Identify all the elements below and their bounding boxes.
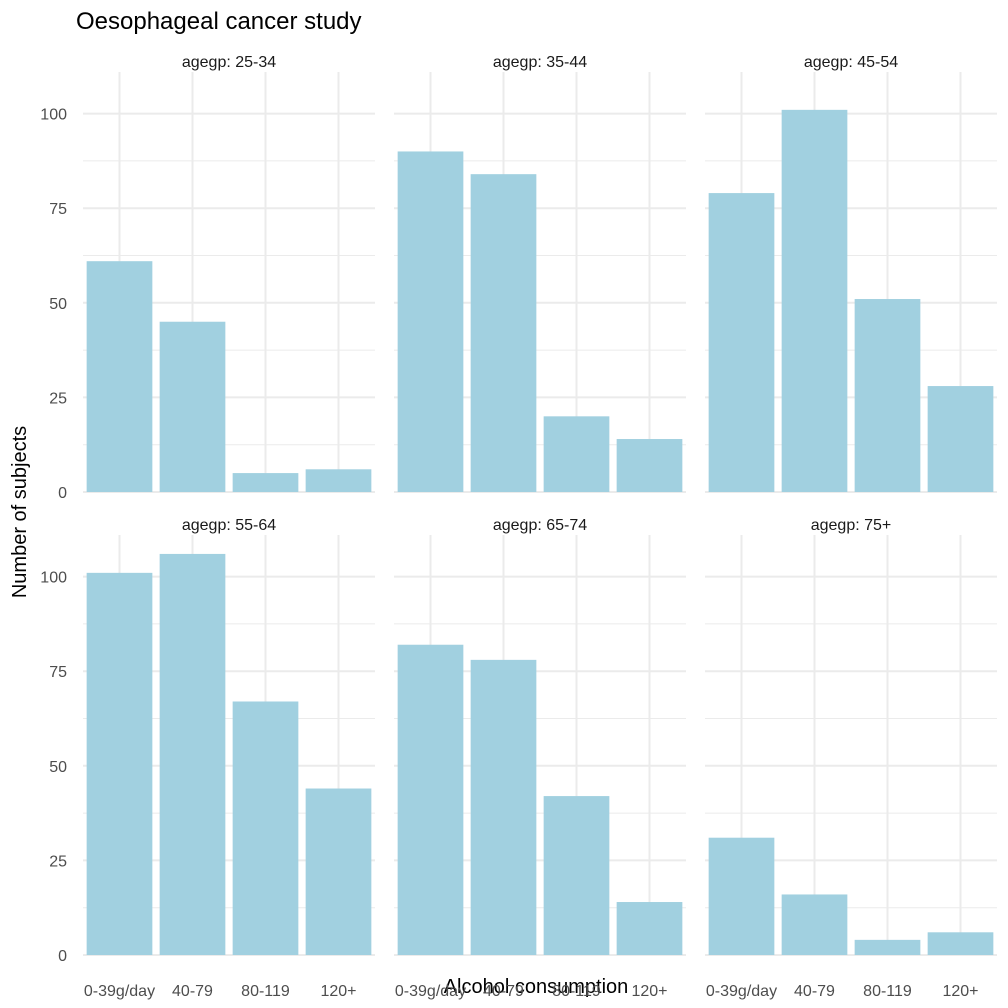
x-axis-title: Alcohol consumption [444, 976, 629, 998]
bar [159, 321, 226, 492]
y-tick-label: 75 [49, 664, 67, 681]
facet-strip-label: agegp: 25-34 [182, 54, 276, 71]
bar [708, 193, 775, 492]
y-tick-label: 25 [49, 853, 67, 870]
x-tick-label: 0-39g/day [395, 983, 466, 1000]
facet-strip-label: agegp: 65-74 [493, 517, 587, 534]
facet-panels: agegp: 25-34 0 25 50 75 100 agegp: 35-44 agegp:… [40, 54, 997, 1000]
facet-strip-label: agegp: 55-64 [182, 517, 276, 534]
y-tick-label: 0 [58, 948, 67, 965]
bar [232, 473, 299, 492]
bar [927, 386, 994, 492]
bar [616, 439, 683, 492]
bar [927, 932, 994, 955]
bar [86, 261, 153, 492]
x-tick-label: 80-119 [863, 983, 912, 1000]
facet-strip-label: agegp: 75+ [811, 517, 892, 534]
x-tick-label: 40-79 [172, 983, 213, 1000]
bar [159, 553, 226, 955]
x-tick-label: 0-39g/day [84, 983, 155, 1000]
x-tick-label: 120+ [942, 983, 978, 1000]
facet-panel: agegp: 35-44 [394, 54, 686, 493]
bar [397, 644, 464, 955]
y-tick-label: 50 [49, 296, 67, 313]
facet-panel: agegp: 75+ 0-39g/day 40-79 80-119 120+ [705, 517, 997, 1000]
bar [781, 894, 848, 955]
x-tick-label: 80-119 [552, 983, 601, 1000]
bar [305, 469, 372, 492]
y-tick-label: 75 [49, 201, 67, 218]
y-tick-label: 0 [58, 485, 67, 502]
bar [397, 151, 464, 492]
facet-strip-label: agegp: 45-54 [804, 54, 898, 71]
y-tick-label: 100 [40, 107, 67, 124]
facet-panel: agegp: 55-64 0 25 50 75 100 0-39g/day 40-79 80-1… [40, 517, 375, 1000]
facet-strip-label: agegp: 35-44 [493, 54, 587, 71]
bar [616, 902, 683, 955]
x-tick-label: 40-79 [794, 983, 835, 1000]
x-tick-label: 120+ [320, 983, 356, 1000]
facet-panel: agegp: 45-54 [705, 54, 997, 493]
y-tick-label: 50 [49, 759, 67, 776]
bar [232, 701, 299, 955]
bar [708, 837, 775, 955]
bar [543, 796, 610, 955]
x-tick-label: 0-39g/day [706, 983, 777, 1000]
chart-title: Oesophageal cancer study [76, 8, 362, 35]
facet-panel: agegp: 25-34 0 25 50 75 100 [40, 54, 375, 502]
x-tick-label: 40-79 [483, 983, 524, 1000]
y-axis-title: Number of subjects [9, 426, 31, 598]
y-tick-label: 25 [49, 390, 67, 407]
x-tick-label: 120+ [631, 983, 667, 1000]
bar [470, 174, 537, 492]
bar [781, 109, 848, 493]
bar [854, 299, 921, 492]
bar [854, 939, 921, 955]
bar [305, 788, 372, 955]
bar [470, 659, 537, 955]
x-tick-label: 80-119 [241, 983, 290, 1000]
bar [86, 572, 153, 955]
bar [543, 416, 610, 492]
facet-panel: agegp: 65-74 0-39g/day 40-79 80-119 120+ [394, 517, 686, 1000]
y-tick-label: 100 [40, 570, 67, 587]
